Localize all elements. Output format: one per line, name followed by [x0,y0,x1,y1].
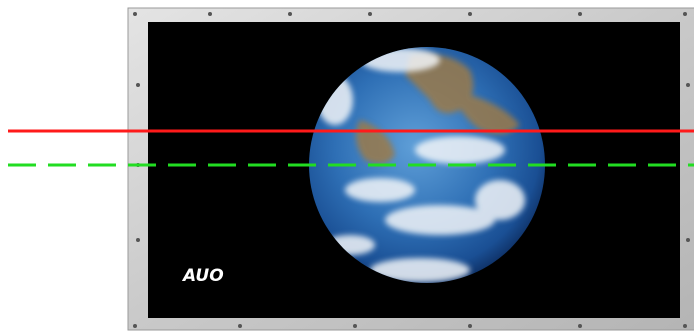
logo: AUO [181,266,224,286]
